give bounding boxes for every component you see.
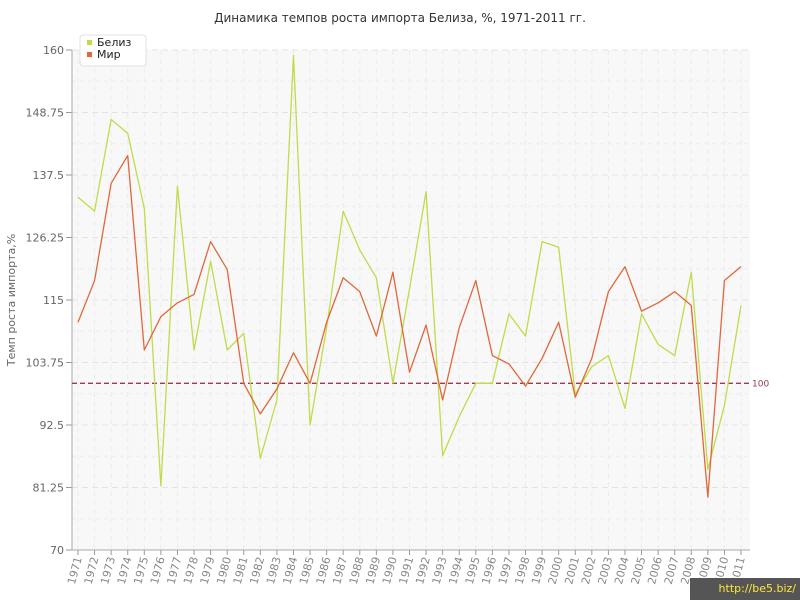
y-tick-label: 160 [43, 44, 64, 57]
legend-box [79, 34, 147, 67]
reference-line-label: 100 [752, 379, 769, 389]
series-line-2 [77, 154, 742, 498]
legend-item-label[interactable]: Белиз [97, 36, 131, 49]
y-tick-label: 81.25 [33, 482, 65, 495]
series-group [77, 54, 742, 498]
chart-title: Динамика темпов роста импорта Белиза, %,… [214, 11, 586, 25]
y-tick-label: 70 [50, 544, 64, 557]
x-axis: 1971197219731974197519761977197819791980… [65, 549, 750, 586]
legend-swatch [87, 52, 92, 57]
legend-swatch [87, 40, 92, 45]
legend-item-label[interactable]: Мир [97, 48, 121, 61]
y-tick-label: 103.75 [26, 357, 65, 370]
watermark: http://be5.biz/ [690, 578, 800, 600]
series-line-1 [77, 54, 742, 487]
y-tick-label: 115 [43, 294, 64, 307]
y-axis: 70 81.25 92.5 103.75 115 126.25 137.5 148.75 160 [26, 44, 73, 557]
y-tick-label: 148.75 [26, 107, 65, 120]
reference-line-group: 100 [72, 379, 769, 389]
y-axis-label: Темп роста импорта,% [5, 234, 18, 367]
y-tick-label: 137.5 [33, 169, 65, 182]
y-tick-label: 126.25 [26, 232, 65, 245]
grid [72, 49, 750, 551]
y-tick-label: 92.5 [40, 419, 65, 432]
